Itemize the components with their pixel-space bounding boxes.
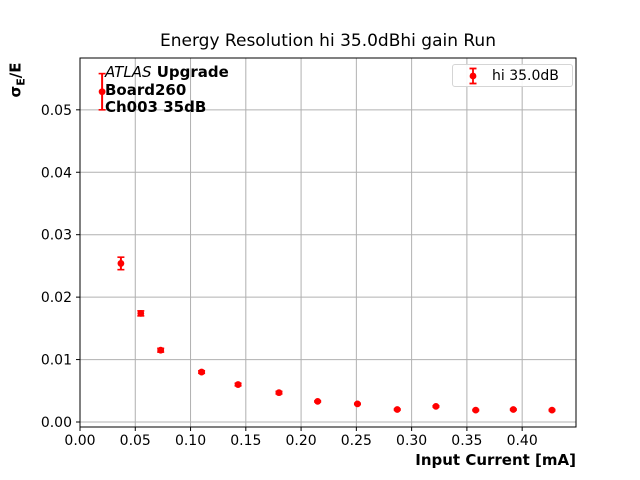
x-tick-label: 0.25 bbox=[341, 433, 372, 449]
y-tick-label: 0.03 bbox=[41, 228, 72, 244]
annotation-line-3: Ch003 35dB bbox=[105, 98, 207, 116]
data-point bbox=[472, 406, 480, 414]
data-point bbox=[314, 398, 322, 405]
y-axis-label: σE/E bbox=[7, 63, 28, 98]
x-tick-label: 0.40 bbox=[507, 433, 538, 449]
x-tick-label: 0.05 bbox=[120, 433, 151, 449]
upgrade-text: Upgrade bbox=[151, 63, 229, 81]
legend-label: hi 35.0dB bbox=[492, 67, 559, 84]
x-tick-label: 0.20 bbox=[285, 433, 316, 449]
x-axis-label: Input Current [mA] bbox=[415, 451, 576, 469]
data-point bbox=[234, 381, 242, 388]
y-tick-label: 0.02 bbox=[41, 290, 72, 306]
legend: hi 35.0dB bbox=[452, 64, 573, 87]
x-tick-label: 0.15 bbox=[230, 433, 261, 449]
y-tick-label: 0.05 bbox=[41, 103, 72, 119]
atlas-text: ATLAS bbox=[105, 63, 152, 81]
data-point bbox=[354, 400, 361, 408]
ylabel-rest: /E bbox=[6, 62, 25, 79]
data-point bbox=[98, 88, 106, 96]
data-point bbox=[393, 406, 401, 413]
chart-title: Energy Resolution hi 35.0dBhi gain Run bbox=[160, 31, 496, 51]
errorbar-marker-icon bbox=[469, 67, 477, 84]
data-point bbox=[117, 260, 125, 267]
data-point bbox=[137, 309, 145, 317]
data-point bbox=[198, 368, 205, 376]
data-point bbox=[509, 406, 517, 413]
x-tick-label: 0.30 bbox=[396, 433, 427, 449]
data-point bbox=[432, 402, 440, 410]
ylabel-sigma: σ bbox=[6, 85, 25, 98]
annotation-line-2: Board260 bbox=[105, 80, 187, 99]
annotation-line-1: ATLAS Upgrade bbox=[105, 63, 229, 82]
x-tick-label: 0.10 bbox=[175, 433, 206, 449]
y-tick-label: 0.01 bbox=[41, 353, 72, 369]
data-point bbox=[548, 406, 556, 414]
ylabel-subscript: E bbox=[14, 78, 28, 86]
axes-frame bbox=[79, 57, 577, 428]
y-tick-label: 0.00 bbox=[41, 415, 72, 431]
data-point bbox=[275, 389, 283, 397]
x-tick-label: 0.00 bbox=[64, 433, 95, 449]
y-tick-label: 0.04 bbox=[41, 165, 72, 181]
data-point bbox=[157, 346, 165, 354]
annotation-block: ATLAS Upgrade Board260 Ch003 35dB bbox=[105, 63, 229, 117]
x-tick-label: 0.35 bbox=[451, 433, 482, 449]
